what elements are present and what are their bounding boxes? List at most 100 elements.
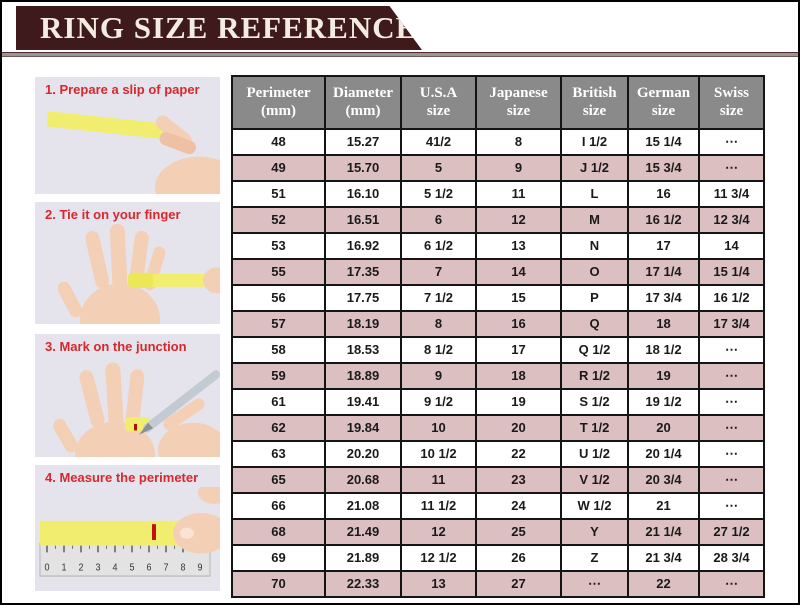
- table-cell: 53: [231, 232, 326, 260]
- table-cell: 12: [400, 518, 477, 546]
- table-cell: 19: [627, 362, 700, 390]
- ruler-number: 5: [129, 562, 134, 574]
- red-mark: [152, 524, 156, 541]
- table-cell: 41/2: [400, 128, 477, 156]
- table-cell: 24: [475, 492, 562, 520]
- hand-icon: [155, 115, 220, 194]
- table-cell: 22: [627, 570, 700, 598]
- table-cell: 57: [231, 310, 326, 338]
- table-row: 52 16.51 6 12 M 16 1/2 12 3/4: [231, 206, 765, 234]
- table-cell: 16.92: [324, 232, 402, 260]
- table-cell: 27: [475, 570, 562, 598]
- table-cell: 8: [475, 128, 562, 156]
- table-cell: ⋯: [698, 128, 765, 156]
- table-cell: 18.53: [324, 336, 402, 364]
- table-row: 59 18.89 9 18 R 1/2 19 ⋯: [231, 362, 765, 390]
- table-cell: 18 1/2: [627, 336, 700, 364]
- table-cell: 22.33: [324, 570, 402, 598]
- table-cell: 58: [231, 336, 326, 364]
- table-cell: 7: [400, 258, 477, 286]
- header-cell: Diameter (mm): [324, 75, 402, 130]
- header-cell: German size: [627, 75, 700, 130]
- table-cell: 69: [231, 544, 326, 572]
- table-cell: R 1/2: [560, 362, 629, 390]
- table-cell: P: [560, 284, 629, 312]
- table-cell: 16.51: [324, 206, 402, 234]
- table-cell: 9 1/2: [400, 388, 477, 416]
- ruler-number: 7: [163, 562, 168, 574]
- table-cell: 19.41: [324, 388, 402, 416]
- table-cell: 8 1/2: [400, 336, 477, 364]
- table-row: 69 21.89 12 1/2 26 Z 21 3/4 28 3/4: [231, 544, 765, 572]
- table-cell: 21.89: [324, 544, 402, 572]
- table-cell: L: [560, 180, 629, 208]
- open-hand-icon: [53, 362, 155, 457]
- table-cell: 12: [475, 206, 562, 234]
- table-cell: V 1/2: [560, 466, 629, 494]
- table-cell: Z: [560, 544, 629, 572]
- table-row: 66 21.08 11 1/2 24 W 1/2 21 ⋯: [231, 492, 765, 520]
- table-cell: 65: [231, 466, 326, 494]
- ruler-number: 0: [44, 562, 49, 574]
- table-cell: 5: [400, 154, 477, 182]
- table-cell: ⋯: [698, 440, 765, 468]
- header-cell: Japanese size: [475, 75, 562, 130]
- table-cell: ⋯: [698, 154, 765, 182]
- table-row: 48 15.27 41/2 8 I 1/2 15 1/4 ⋯: [231, 128, 765, 156]
- table-cell: 16.10: [324, 180, 402, 208]
- table-cell: I 1/2: [560, 128, 629, 156]
- table-cell: 19: [475, 388, 562, 416]
- table-cell: 10: [400, 414, 477, 442]
- table-header-row: Perimeter (mm) Diameter (mm) U.S.A size Japane…: [231, 75, 765, 130]
- table-cell: 9: [400, 362, 477, 390]
- table-cell: 15 1/4: [627, 128, 700, 156]
- table-cell: N: [560, 232, 629, 260]
- table-cell: Y: [560, 518, 629, 546]
- marking-hand-icon: [158, 398, 220, 457]
- table-cell: Q 1/2: [560, 336, 629, 364]
- table-cell: 55: [231, 258, 326, 286]
- table-cell: 61: [231, 388, 326, 416]
- red-mark: [134, 424, 137, 431]
- step-card-1: 1. Prepare a slip of paper: [35, 77, 220, 194]
- step-card-3: 3. Mark on the junction: [35, 334, 220, 457]
- table-cell: ⋯: [698, 466, 765, 494]
- table-row: 57 18.19 8 16 Q 18 17 3/4: [231, 310, 765, 338]
- table-cell: 20.68: [324, 466, 402, 494]
- step-1-label: 1. Prepare a slip of paper: [45, 82, 200, 97]
- table-cell: 23: [475, 466, 562, 494]
- table-cell: ⋯: [698, 570, 765, 598]
- table-cell: 14: [475, 258, 562, 286]
- table-cell: O: [560, 258, 629, 286]
- step-2-photo: [57, 224, 220, 324]
- pulling-hand-icon: [203, 267, 220, 294]
- table-cell: 15: [475, 284, 562, 312]
- ruler-number: 2: [78, 562, 83, 574]
- table-cell: 16 1/2: [627, 206, 700, 234]
- table-cell: 12 1/2: [400, 544, 477, 572]
- table-row: 53 16.92 6 1/2 13 N 17 14: [231, 232, 765, 260]
- table-cell: 17 3/4: [627, 284, 700, 312]
- table-cell: 22: [475, 440, 562, 468]
- table-cell: 21: [627, 492, 700, 520]
- table-row: 70 22.33 13 27 ⋯ 22 ⋯: [231, 570, 765, 598]
- table-cell: 25: [475, 518, 562, 546]
- header-cell: U.S.A size: [400, 75, 477, 130]
- table-cell: 15.27: [324, 128, 402, 156]
- table-cell: 18: [475, 362, 562, 390]
- paper-strip-icon: [40, 521, 188, 546]
- step-4-label: 4. Measure the perimeter: [45, 470, 199, 485]
- table-row: 51 16.10 5 1/2 11 L 16 11 3/4: [231, 180, 765, 208]
- table-cell: 21.08: [324, 492, 402, 520]
- table-cell: ⋯: [698, 336, 765, 364]
- table-cell: 66: [231, 492, 326, 520]
- ruler-number: 1: [61, 562, 66, 574]
- banner-underline: [2, 52, 798, 57]
- table-cell: 19 1/2: [627, 388, 700, 416]
- pen-icon: [139, 370, 220, 436]
- table-cell: 20.20: [324, 440, 402, 468]
- table-body: 48 15.27 41/2 8 I 1/2 15 1/4 ⋯ 49 15.70 5 9 J 1/2 15…: [231, 128, 765, 598]
- table-row: 61 19.41 9 1/2 19 S 1/2 19 1/2 ⋯: [231, 388, 765, 416]
- table-cell: U 1/2: [560, 440, 629, 468]
- table-cell: 18.89: [324, 362, 402, 390]
